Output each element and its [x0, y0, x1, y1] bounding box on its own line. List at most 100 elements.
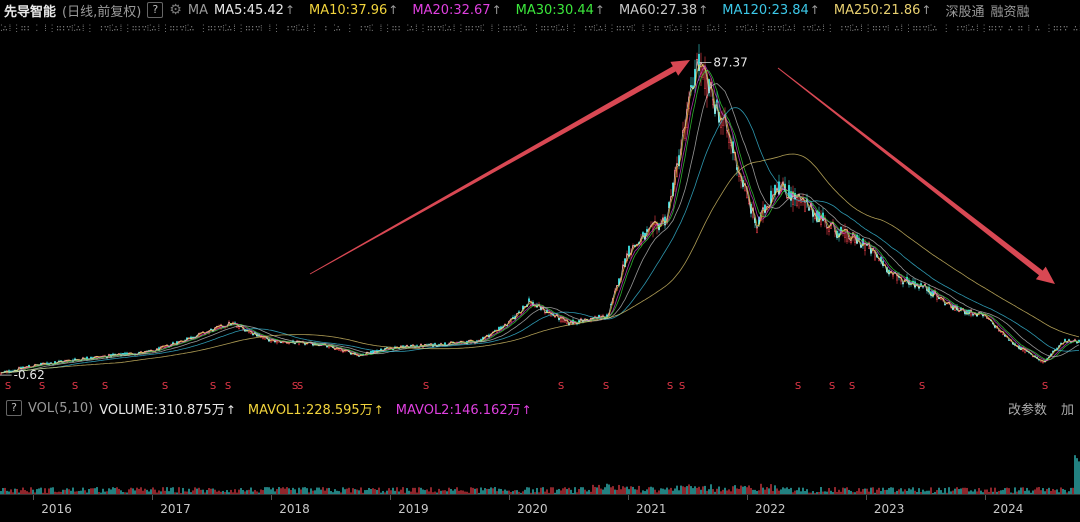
gear-icon[interactable]: ⚙ [169, 2, 182, 18]
volume-bar [686, 486, 688, 494]
volume-bar [724, 487, 726, 494]
volume-bar [776, 488, 778, 494]
volume-bar [620, 489, 622, 494]
volume-bar [64, 489, 66, 494]
volume-bar [518, 491, 520, 494]
top-link-1[interactable]: 融资融 [990, 4, 1030, 20]
ma-values: MA5:45.42↑ MA10:37.96↑ MA20:32.67↑ MA30:30.… [214, 3, 945, 18]
volume-bar [358, 490, 360, 494]
volume-chart[interactable] [0, 420, 1080, 494]
volume-bar [90, 488, 92, 494]
volume-bar [490, 487, 492, 494]
year-tick [509, 495, 511, 500]
help-button[interactable]: ? [147, 2, 164, 18]
signal-marker: S [919, 381, 925, 392]
volume-bar [824, 491, 826, 494]
volume-bar [496, 491, 498, 494]
volume-bar [1032, 490, 1034, 494]
price-chart[interactable]: 87.37-0.62S S S S S S S SS S S S S S S S S S S [0, 38, 1080, 393]
volume-bar [114, 488, 116, 494]
volume-bar [592, 484, 594, 494]
volume-bar [948, 487, 950, 494]
ma-line-3 [0, 69, 1080, 374]
high-price-label: 87.37 [713, 55, 747, 69]
volume-bar [930, 487, 932, 494]
volume-bar [838, 489, 840, 494]
volume-bar [744, 486, 746, 494]
stock-name[interactable]: 先导智能 [4, 4, 57, 20]
volume-link-1[interactable]: 加 [1060, 402, 1074, 418]
volume-bar [920, 492, 922, 494]
top-link-0[interactable]: 深股通 [945, 4, 985, 20]
volume-bar [648, 487, 650, 494]
volume-bar [420, 487, 422, 494]
up-arrow-icon: ↑ [698, 2, 709, 17]
volume-bar [752, 489, 754, 494]
candle-body [0, 372, 2, 375]
volume-bar [504, 489, 506, 494]
volume-bar [566, 489, 568, 494]
volume-bar [950, 491, 952, 494]
volume-bar [188, 488, 190, 494]
volume-bar [878, 487, 880, 494]
indicator-bar: 先导智能 (日线,前复权) ? ⚙ MA MA5:45.42↑ MA10:37.9… [0, 0, 1080, 20]
ma-label: MA10:37.96 [309, 2, 388, 18]
volume-bar [1044, 491, 1046, 494]
volume-bar [650, 486, 652, 494]
signal-marker: S [423, 381, 429, 392]
up-arrow-icon: ↑ [225, 402, 236, 417]
volume-bar [826, 491, 828, 494]
volume-bar [1050, 491, 1052, 494]
volume-bar [1072, 487, 1074, 494]
volume-bar [278, 487, 280, 494]
price-mode[interactable]: (日线,前复权) [62, 4, 142, 20]
volume-bar [70, 490, 72, 494]
volume-bar [710, 484, 712, 494]
volume-link-0[interactable]: 改参数 [1007, 402, 1047, 418]
volume-bar [248, 489, 250, 494]
signal-marker: S [162, 381, 168, 392]
volume-bar [956, 487, 958, 494]
volume-bar [772, 491, 774, 494]
volume-bar [934, 491, 936, 494]
volume-bar [106, 491, 108, 494]
volume-indicator-name[interactable]: VOL(5,10) [28, 400, 94, 416]
volume-bar [132, 488, 134, 494]
up-arrow-icon: ↑ [921, 2, 932, 17]
volume-bar [438, 488, 440, 494]
volume-bar [770, 484, 772, 494]
volume-bar [456, 487, 458, 494]
volume-bar [872, 487, 874, 494]
volume-bar [900, 488, 902, 494]
volume-bar [478, 492, 480, 494]
volume-bar [492, 488, 494, 494]
volume-bar [498, 488, 500, 494]
volume-bar [936, 490, 938, 494]
volume-bar [466, 491, 468, 494]
volume-bar [526, 487, 528, 494]
volume-bar [48, 488, 50, 494]
volume-bar [240, 488, 242, 494]
volume-bar [1036, 487, 1038, 494]
volume-bar [764, 489, 766, 494]
volume-bar [696, 487, 698, 494]
ma-value-4: MA60:27.38↑ [619, 3, 714, 18]
volume-bar [272, 487, 274, 494]
ma-label: MA250:21.86 [833, 2, 921, 18]
volume-bar [994, 487, 996, 494]
volume-bar [346, 488, 348, 494]
volume-bar [0, 491, 2, 494]
volume-bar [632, 486, 634, 494]
indicator-name[interactable]: MA [187, 2, 208, 18]
volume-bar [338, 491, 340, 494]
volume-help-button[interactable]: ? [6, 400, 22, 416]
candlesticks [0, 44, 1080, 376]
volume-value: VOLUME:310.875万↑ [99, 399, 242, 418]
year-tick [33, 495, 35, 500]
volume-bar [26, 491, 28, 494]
volume-bar [556, 489, 558, 494]
volume-bar [790, 487, 792, 494]
volume-bar [806, 489, 808, 494]
volume-bar [730, 491, 732, 494]
volume-bar [916, 492, 918, 494]
